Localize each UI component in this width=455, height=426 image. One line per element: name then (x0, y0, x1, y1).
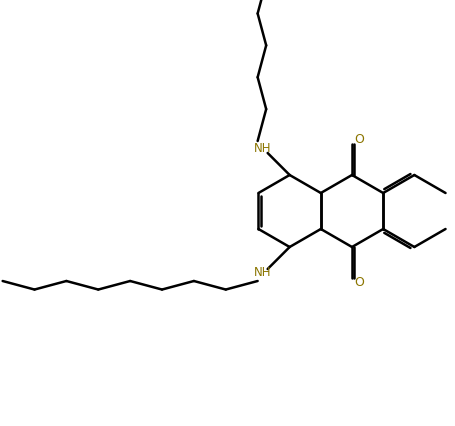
Text: O: O (353, 133, 363, 146)
Text: NH: NH (253, 267, 271, 279)
Text: NH: NH (253, 143, 271, 155)
Text: O: O (353, 276, 363, 289)
